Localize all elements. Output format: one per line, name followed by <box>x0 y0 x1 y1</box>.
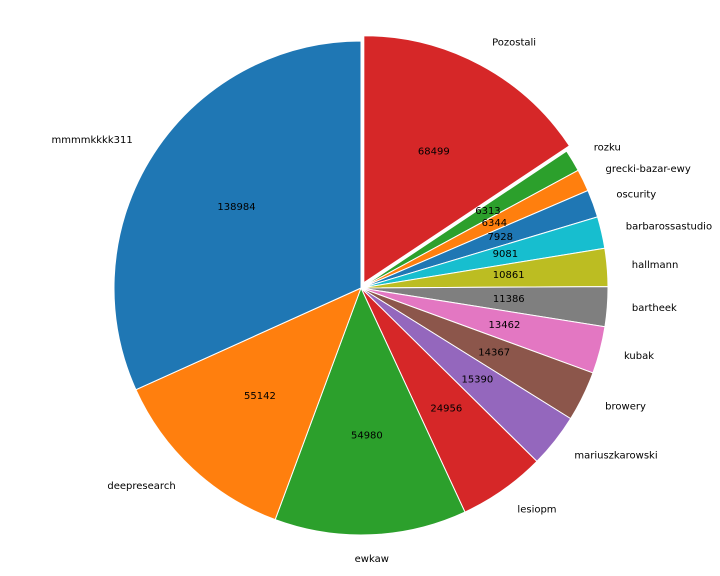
pie-slice-pozostali <box>363 35 571 284</box>
pie-slices <box>113 35 609 536</box>
pie-slice-ewkaw <box>274 286 466 536</box>
value-label-kubak: 13462 <box>489 320 521 331</box>
category-label-rozku: rozku <box>594 142 621 153</box>
category-label-ewkaw: ewkaw <box>355 554 389 565</box>
category-label-mariuszkarowski: mariuszkarowski <box>574 451 657 462</box>
value-label-pozostali: 68499 <box>418 147 450 158</box>
category-label-hallmann: hallmann <box>632 260 679 271</box>
category-label-pozostali: Pozostali <box>492 38 536 49</box>
category-label-kubak: kubak <box>624 351 654 362</box>
value-label-mariuszkarowski: 15390 <box>461 374 493 385</box>
value-label-hallmann: 10861 <box>493 270 525 281</box>
value-label-lesiopm: 24956 <box>430 404 462 415</box>
category-label-lesiopm: lesiopm <box>517 505 556 516</box>
pie-labels: 68499 Pozostali 6313 rozku 6344 grecki-bazar-… <box>52 38 713 565</box>
pie-slice-mmmmkkkk311 <box>113 40 362 391</box>
category-label-deepresearch: deepresearch <box>107 481 175 492</box>
value-label-oscurity: 7928 <box>488 232 513 243</box>
category-label-mmmmkkkk311: mmmmkkkk311 <box>52 135 133 146</box>
value-label-browery: 14367 <box>478 348 510 359</box>
category-label-browery: browery <box>605 402 646 413</box>
category-label-barbarossastudio: barbarossastudio <box>626 221 712 232</box>
value-label-barbarossastudio: 9081 <box>493 249 518 260</box>
value-label-mmmmkkkk311: 138984 <box>217 202 255 213</box>
pie-slice-deepresearch <box>135 287 362 521</box>
category-label-grecki-bazar-ewy: grecki-bazar-ewy <box>605 164 690 175</box>
value-label-bartheek: 11386 <box>493 294 525 305</box>
category-label-oscurity: oscurity <box>616 190 656 201</box>
value-label-deepresearch: 55142 <box>244 391 276 402</box>
value-label-rozku: 6313 <box>475 206 500 217</box>
value-label-grecki-bazar-ewy: 6344 <box>482 218 507 229</box>
category-label-bartheek: bartheek <box>632 303 677 314</box>
value-label-ewkaw: 54980 <box>351 431 383 442</box>
